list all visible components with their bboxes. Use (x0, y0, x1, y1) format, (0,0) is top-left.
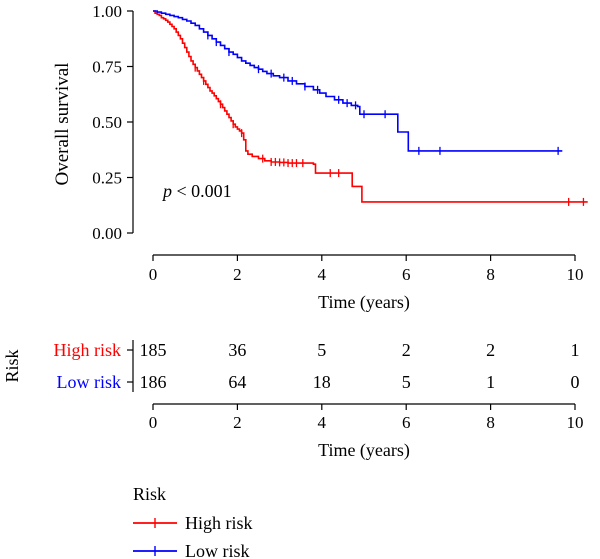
risk-count: 0 (571, 372, 580, 392)
y-tick-label: 0.00 (92, 224, 122, 243)
risk-x-tick-label: 10 (567, 413, 584, 432)
risk-row-low: Low risk 186 64 18 5 1 0 (57, 372, 580, 392)
risk-count: 185 (140, 340, 167, 360)
x-axis-label: Time (years) (318, 292, 410, 313)
y-tick-label: 0.75 (92, 58, 122, 77)
legend-title: Risk (133, 484, 166, 504)
y-tick-label: 0.50 (92, 113, 122, 132)
risk-count: 64 (228, 372, 246, 392)
p-value-text: < 0.001 (172, 181, 232, 201)
risk-table-x-axis: 0 2 4 6 8 10 (149, 403, 584, 432)
risk-row-label: Low risk (57, 372, 122, 392)
survival-line (153, 10, 588, 203)
x-tick-label: 6 (402, 265, 411, 284)
risk-count: 5 (402, 372, 411, 392)
legend-item-high-risk: High risk (133, 513, 253, 533)
legend-label: High risk (185, 513, 253, 533)
risk-count: 1 (571, 340, 580, 360)
km-plot: 0.00 0.25 0.50 0.75 1.00 0 2 4 6 8 10 Overall sur… (52, 2, 588, 313)
risk-x-tick-label: 0 (149, 413, 158, 432)
risk-row-high: High risk 185 36 5 2 2 1 (54, 340, 580, 360)
y-tick-label: 1.00 (92, 2, 122, 21)
risk-count: 2 (486, 340, 495, 360)
y-axis-label: Overall survival (52, 63, 73, 186)
risk-x-tick-label: 6 (402, 413, 411, 432)
x-tick-label: 0 (149, 265, 158, 284)
x-tick-label: 2 (233, 265, 242, 284)
legend-item-low-risk: Low risk (133, 541, 250, 559)
risk-table-xlabel: Time (years) (318, 440, 410, 461)
x-axis: 0 2 4 6 8 10 (149, 254, 584, 284)
x-tick-label: 8 (486, 265, 495, 284)
legend: Risk High risk Low risk (133, 484, 253, 559)
risk-count: 36 (228, 340, 246, 360)
risk-x-tick-label: 4 (318, 413, 327, 432)
p-symbol: p (161, 181, 172, 201)
risk-x-tick-label: 2 (233, 413, 242, 432)
risk-count: 2 (402, 340, 411, 360)
x-tick-label: 10 (567, 265, 584, 284)
survival-line (153, 10, 563, 152)
y-tick-label: 0.25 (92, 169, 122, 188)
curve-high-risk (153, 10, 588, 206)
y-axis: 0.00 0.25 0.50 0.75 1.00 (92, 2, 134, 243)
risk-count: 1 (486, 372, 495, 392)
survival-curves (153, 10, 588, 206)
risk-count: 5 (317, 340, 326, 360)
risk-table-ylabel: Risk (2, 349, 22, 382)
risk-x-tick-label: 8 (486, 413, 495, 432)
risk-row-label: High risk (54, 340, 122, 360)
legend-items: High risk Low risk (133, 513, 253, 559)
p-value-annotation: p < 0.001 (161, 181, 232, 201)
legend-label: Low risk (185, 541, 250, 559)
risk-count: 186 (140, 372, 167, 392)
risk-count: 18 (313, 372, 331, 392)
x-tick-label: 4 (318, 265, 327, 284)
curve-low-risk (153, 10, 563, 155)
